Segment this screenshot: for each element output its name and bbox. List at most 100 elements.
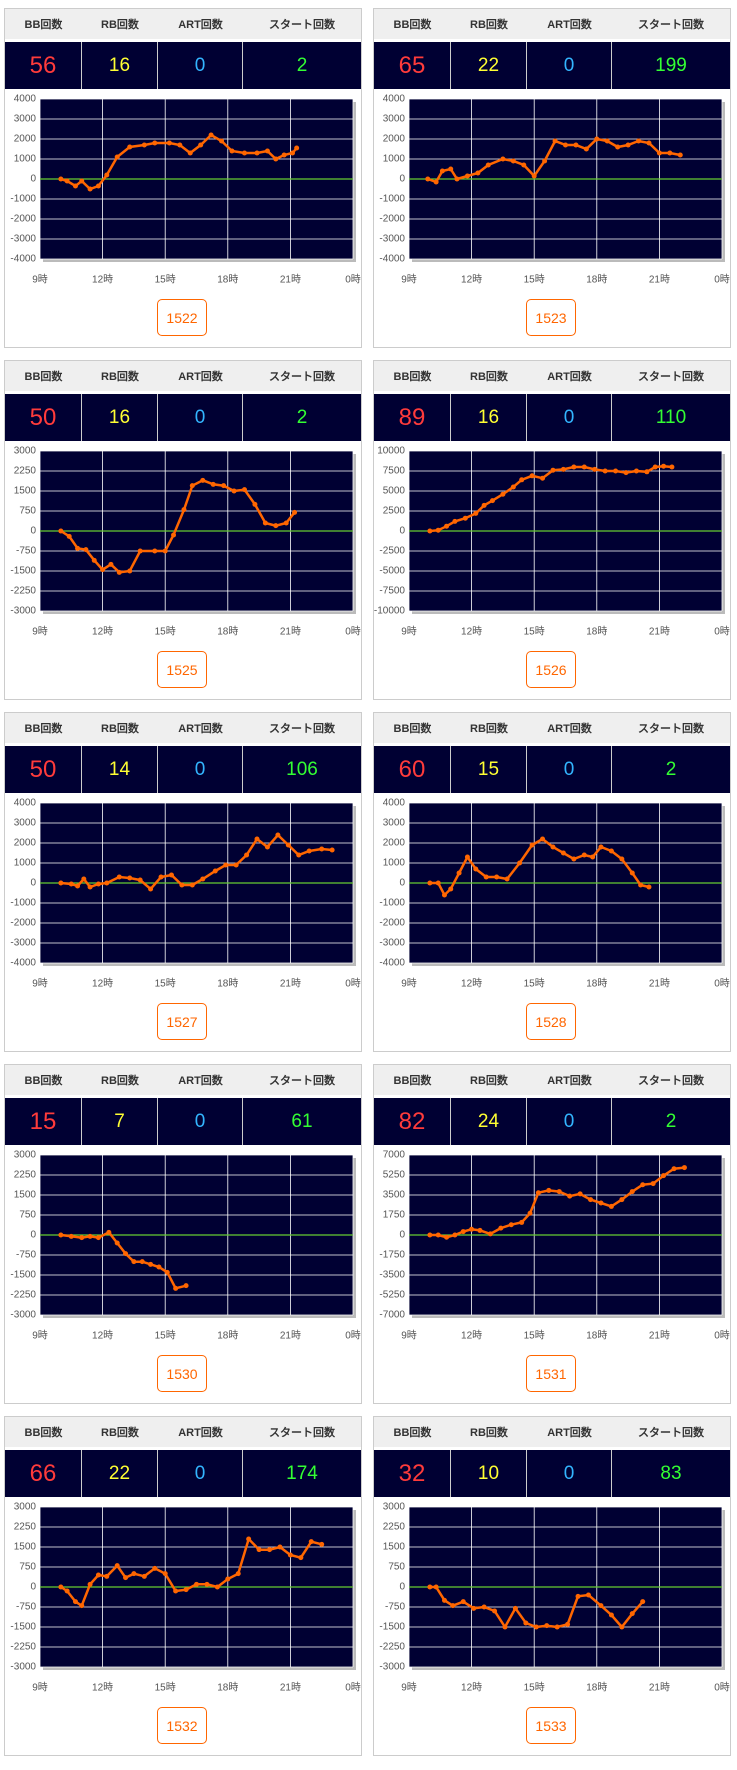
x-tick-label: 15時 bbox=[155, 274, 176, 286]
card: BB回数 RB回数 ART回数 スタート回数 50 16 0 2 9時 12時 15時 18時 21時 0… bbox=[4, 360, 362, 700]
data-point bbox=[294, 145, 300, 151]
y-tick-label: 2250 bbox=[14, 1170, 37, 1181]
stat-value: 0 bbox=[527, 1098, 612, 1145]
data-point bbox=[661, 1173, 667, 1179]
data-point bbox=[456, 870, 462, 876]
machine-button[interactable]: 1532 bbox=[157, 1707, 207, 1744]
y-tick-label: 2000 bbox=[383, 134, 406, 145]
header-cell: RB回数 bbox=[470, 1075, 508, 1087]
data-point bbox=[64, 178, 70, 184]
x-tick-label: 9時 bbox=[401, 1682, 417, 1694]
y-tick-label: 3000 bbox=[14, 114, 37, 125]
data-point bbox=[91, 557, 97, 563]
machine-button[interactable]: 1525 bbox=[157, 651, 207, 688]
card: BB回数 RB回数 ART回数 スタート回数 82 24 0 2 9時 12時 15時 18時 21時 0… bbox=[373, 1064, 731, 1404]
data-point bbox=[256, 1547, 262, 1553]
data-point bbox=[177, 142, 183, 148]
y-tick-label: -2000 bbox=[10, 918, 36, 929]
x-tick-label: 15時 bbox=[524, 1682, 545, 1694]
data-point bbox=[646, 884, 652, 890]
y-tick-label: -1750 bbox=[379, 1250, 405, 1261]
data-point bbox=[571, 856, 577, 862]
x-tick-label: 21時 bbox=[280, 274, 301, 286]
stat-value: 0 bbox=[527, 1450, 612, 1497]
x-tick-label: 18時 bbox=[217, 978, 238, 990]
stat-value: 106 bbox=[286, 758, 318, 780]
header-cell: ART回数 bbox=[178, 1427, 223, 1439]
y-tick-label: -2250 bbox=[10, 586, 36, 597]
machine-button[interactable]: 1530 bbox=[157, 1355, 207, 1392]
data-point bbox=[460, 1229, 466, 1235]
data-point bbox=[127, 875, 133, 881]
y-tick-label: -1000 bbox=[10, 898, 36, 909]
x-tick-label: 9時 bbox=[32, 626, 48, 638]
y-tick-label: 1500 bbox=[14, 1190, 37, 1201]
header-row: BB回数 RB回数 ART回数 スタート回数 bbox=[5, 1065, 361, 1095]
data-point bbox=[494, 874, 500, 880]
machine-button[interactable]: 1523 bbox=[526, 299, 576, 336]
data-point bbox=[58, 1232, 64, 1238]
machine-button[interactable]: 1528 bbox=[526, 1003, 576, 1040]
machine-button[interactable]: 1527 bbox=[157, 1003, 207, 1040]
y-tick-label: 0 bbox=[399, 526, 405, 537]
machine-button[interactable]: 1526 bbox=[526, 651, 576, 688]
x-tick-label: 0時 bbox=[345, 978, 361, 990]
machine-button[interactable]: 1533 bbox=[526, 1707, 576, 1744]
y-tick-label: 0 bbox=[399, 1582, 405, 1593]
y-tick-label: -1000 bbox=[10, 194, 36, 205]
data-point bbox=[181, 507, 187, 513]
data-point bbox=[162, 548, 168, 554]
data-point bbox=[68, 1233, 74, 1239]
data-point bbox=[179, 882, 185, 888]
y-tick-label: 3000 bbox=[14, 1150, 37, 1161]
header-row: BB回数 RB回数 ART回数 スタート回数 bbox=[374, 1417, 730, 1447]
stat-value: 2 bbox=[296, 54, 308, 76]
data-point bbox=[148, 1261, 154, 1267]
data-point bbox=[319, 1541, 325, 1547]
data-point bbox=[531, 173, 537, 179]
series-line bbox=[60, 1536, 323, 1608]
y-tick-label: 1000 bbox=[14, 858, 37, 869]
data-point bbox=[498, 1225, 504, 1231]
data-point bbox=[131, 1259, 137, 1265]
data-point bbox=[444, 1234, 450, 1240]
data-point bbox=[104, 880, 110, 886]
x-tick-label: 18時 bbox=[217, 1682, 238, 1694]
y-tick-label: -2250 bbox=[10, 1290, 36, 1301]
data-point bbox=[79, 178, 85, 184]
card: BB回数 RB回数 ART回数 スタート回数 89 16 0 110 9時 12時 15時 18時 21… bbox=[373, 360, 731, 700]
data-point bbox=[435, 527, 441, 533]
data-point bbox=[287, 1552, 293, 1558]
x-tick-label: 18時 bbox=[217, 1330, 238, 1342]
x-tick-label: 15時 bbox=[155, 978, 176, 990]
y-tick-label: 0 bbox=[30, 1230, 36, 1241]
data-point bbox=[439, 168, 445, 174]
stats-row: 89 16 0 110 bbox=[374, 394, 730, 441]
machine-button[interactable]: 1531 bbox=[526, 1355, 576, 1392]
data-point bbox=[114, 154, 120, 160]
y-tick-label: 0 bbox=[30, 526, 36, 537]
x-tick-label: 15時 bbox=[524, 978, 545, 990]
chart: 9時 12時 15時 18時 21時 0時 -3000 -2250 -1500 -750 0 750 1… bbox=[379, 1502, 729, 1694]
data-point bbox=[173, 1588, 179, 1594]
y-tick-label: -5250 bbox=[379, 1290, 405, 1301]
data-point bbox=[563, 142, 568, 148]
data-point bbox=[435, 1232, 441, 1238]
machine-button[interactable]: 1522 bbox=[157, 299, 207, 336]
data-point bbox=[508, 1222, 514, 1228]
data-point bbox=[187, 150, 193, 156]
card: BB回数 RB回数 ART回数 スタート回数 32 10 0 83 9時 12時 15時 18時 21時… bbox=[373, 1416, 731, 1756]
x-tick-label: 9時 bbox=[401, 274, 417, 286]
x-tick-label: 0時 bbox=[714, 626, 730, 638]
data-point bbox=[581, 852, 587, 858]
x-tick-label: 15時 bbox=[524, 274, 545, 286]
stat-value: 199 bbox=[655, 54, 687, 76]
data-point bbox=[127, 568, 133, 574]
header-cell: ART回数 bbox=[178, 19, 223, 31]
y-tick-label: 4000 bbox=[14, 94, 37, 105]
data-point bbox=[485, 162, 491, 168]
y-tick-label: 2000 bbox=[14, 838, 37, 849]
x-tick-label: 12時 bbox=[461, 626, 482, 638]
data-point bbox=[550, 467, 556, 473]
data-point bbox=[598, 1603, 604, 1609]
